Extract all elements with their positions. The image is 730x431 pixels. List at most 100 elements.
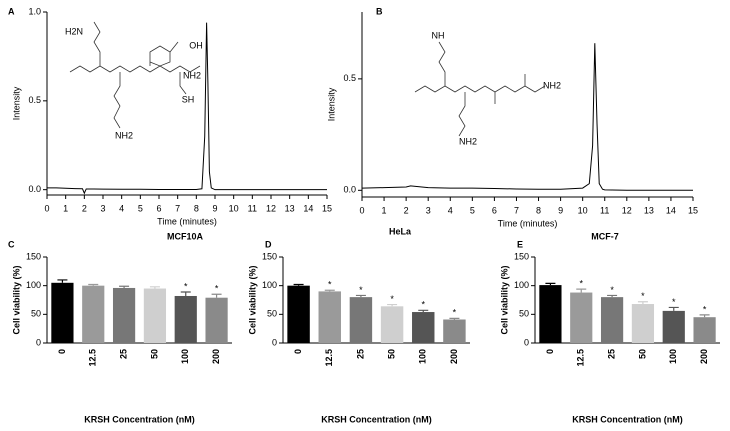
structure-label: NH2 — [183, 70, 201, 80]
x-tick-label: 4 — [119, 203, 124, 213]
y-tick-label: 150 — [514, 251, 529, 261]
error-bar — [324, 289, 335, 292]
bar — [143, 288, 167, 343]
error-bar — [545, 282, 556, 286]
x-tick-label: 1 — [63, 203, 68, 213]
error-bar — [699, 314, 710, 318]
x-tick-label: 3 — [426, 205, 431, 215]
x-tick-label: 1 — [382, 205, 387, 215]
panel-label: A — [8, 6, 15, 16]
error-bar — [180, 291, 191, 296]
y-tick-label: 0 — [272, 337, 277, 347]
x-tick-label: 0 — [293, 349, 303, 354]
structure-label: NH2 — [115, 130, 133, 140]
significance-mark: * — [453, 308, 457, 318]
x-tick-label: 50 — [149, 349, 159, 359]
y-tick-label: 50 — [519, 309, 529, 319]
error-bar — [211, 293, 222, 298]
error-bar — [119, 285, 130, 288]
x-tick-label: 12.5 — [576, 349, 586, 367]
x-tick-label: 25 — [606, 349, 616, 359]
error-bar — [449, 317, 460, 320]
significance-mark: * — [359, 285, 363, 295]
error-bar — [355, 294, 366, 298]
error-bar — [293, 283, 304, 286]
bar — [443, 319, 466, 343]
panel-title: MCF-7 — [591, 231, 619, 241]
significance-mark: * — [579, 278, 583, 288]
bar — [693, 317, 716, 343]
error-bar — [637, 301, 648, 305]
panel-title: MCF10A — [167, 231, 204, 241]
y-tick-label: 0.0 — [343, 185, 356, 195]
x-tick-label: 8 — [536, 205, 541, 215]
y-tick-label: 0 — [36, 337, 41, 347]
y-tick-label: 0.0 — [28, 184, 41, 194]
bar — [570, 292, 593, 343]
error-bar — [57, 279, 68, 283]
x-tick-label: 0 — [545, 349, 555, 354]
x-tick-label: 25 — [118, 349, 128, 359]
bar — [412, 312, 435, 343]
y-tick-label: 0 — [524, 337, 529, 347]
y-axis-label: Cell viability (%) — [247, 265, 257, 334]
bar — [51, 282, 74, 343]
x-tick-label: 50 — [386, 349, 396, 359]
bar — [174, 295, 197, 343]
y-tick-label: 0.5 — [28, 95, 41, 105]
x-tick-label: 50 — [637, 349, 647, 359]
structure-b — [414, 41, 546, 137]
error-bar — [607, 294, 618, 298]
x-tick-label: 25 — [355, 349, 365, 359]
x-tick-label: 11 — [600, 205, 609, 215]
structure-label: H2N — [65, 26, 83, 36]
panel-label: C — [8, 239, 15, 249]
x-tick-label: 9 — [212, 203, 217, 213]
significance-mark: * — [215, 284, 219, 294]
x-tick-label: 12 — [622, 205, 632, 215]
error-bar — [668, 306, 679, 311]
significance-mark: * — [641, 291, 645, 301]
bar — [112, 287, 136, 343]
significance-mark: * — [703, 304, 707, 314]
y-tick-label: 100 — [262, 280, 277, 290]
x-tick-label: 100 — [668, 349, 678, 364]
significance-mark: * — [328, 280, 332, 290]
x-tick-label: 7 — [175, 203, 180, 213]
y-axis-label: Cell viability (%) — [11, 265, 21, 334]
x-tick-label: 7 — [514, 205, 519, 215]
x-axis-label: KRSH Concentration (nM) — [321, 414, 432, 424]
significance-mark: * — [672, 297, 676, 307]
bar — [287, 285, 310, 343]
x-tick-label: 0 — [359, 205, 364, 215]
x-tick-label: 5 — [470, 205, 475, 215]
x-tick-label: 15 — [322, 203, 332, 213]
x-tick-label: 0 — [44, 203, 49, 213]
structure-label: SH — [182, 94, 195, 104]
x-tick-label: 2 — [82, 203, 87, 213]
x-tick-label: 12 — [266, 203, 276, 213]
y-axis-label: Cell viability (%) — [499, 265, 509, 334]
axis-line — [534, 257, 720, 344]
significance-mark: * — [610, 285, 614, 295]
y-tick-label: 150 — [26, 251, 41, 261]
panel-label: E — [517, 239, 523, 249]
bar — [539, 285, 562, 343]
structure-a — [69, 21, 201, 129]
x-tick-label: 14 — [666, 205, 676, 215]
x-tick-label: 13 — [285, 203, 295, 213]
structure-label: OH — [189, 40, 203, 50]
x-tick-label: 11 — [248, 203, 257, 213]
significance-mark: * — [390, 294, 394, 304]
x-tick-label: 200 — [449, 349, 459, 364]
x-tick-label: 12.5 — [88, 349, 98, 367]
panel-title: HeLa — [389, 226, 412, 236]
y-tick-label: 100 — [26, 280, 41, 290]
panel-label: B — [376, 6, 383, 16]
chromatogram-line — [47, 22, 327, 195]
axis-line — [282, 257, 470, 344]
bar — [318, 291, 341, 343]
error-bar — [576, 288, 587, 293]
axis-line — [46, 257, 232, 344]
